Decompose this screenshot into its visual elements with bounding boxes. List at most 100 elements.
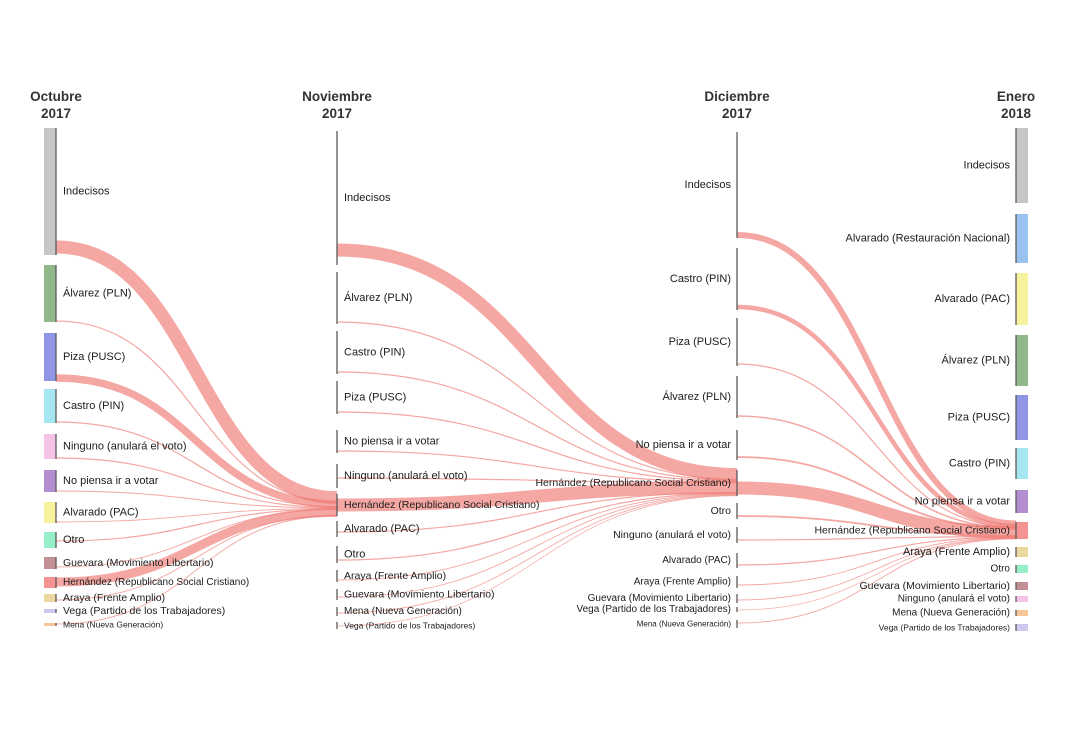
flow-ribbon-araya-to-hernandez (736, 537, 1017, 586)
node-bar-vega (1016, 624, 1028, 631)
node-label-guevara: Guevara (Movimiento Libertario) (63, 557, 214, 569)
node-bar-hernandez (44, 577, 56, 588)
flow-ribbon-alvarado_pac-to-hernandez (336, 491, 738, 533)
flow-ribbon-mena-to-hernandez (736, 538, 1017, 624)
node-label-no_piensa: No piensa ir a votar (636, 439, 732, 451)
column-header-line1: Noviembre (302, 89, 372, 104)
node-label-piza_pusc: Piza (PUSC) (344, 392, 406, 404)
node-label-vega: Vega (Partido de los Trabajadores) (879, 623, 1011, 633)
flow-ribbon-otro-to-hernandez (55, 508, 338, 542)
node-label-indecisos: Indecisos (344, 192, 391, 204)
node-label-vega: Vega (Partido de los Trabajadores) (576, 604, 731, 615)
flow-ribbon-castro_pin-to-hernandez (55, 421, 338, 508)
node-label-no_piensa: No piensa ir a votar (344, 436, 440, 448)
flow-ribbon-ninguno-to-hernandez (55, 457, 338, 508)
node-label-mena: Mena (Nueva Generación) (344, 606, 462, 617)
node-bar-otro (44, 532, 56, 548)
node-bar-ninguno (1016, 596, 1028, 602)
flow-ribbon-alvarez_pln-to-hernandez (336, 321, 738, 480)
node-label-araya: Araya (Frente Amplio) (634, 577, 731, 588)
node-label-alvarez_pln: Álvarez (PLN) (663, 390, 731, 403)
node-label-mena: Mena (Nueva Generación) (63, 620, 163, 630)
node-label-araya: Araya (Frente Amplio) (63, 592, 165, 604)
node-label-mena: Mena (Nueva Generación) (892, 608, 1010, 619)
node-label-ninguno: Ninguno (anulará el voto) (613, 529, 731, 541)
node-label-otro: Otro (711, 505, 732, 517)
node-bar-castro_pin (1016, 448, 1028, 479)
node-bar-mena (44, 623, 56, 626)
flow-ribbon-piza_pusc-to-hernandez (55, 374, 338, 508)
node-label-alvarado_rn: Alvarado (Restauración Nacional) (846, 233, 1010, 245)
node-label-otro: Otro (344, 549, 365, 561)
flow-ribbon-vega-to-hernandez (336, 495, 738, 627)
flow-ribbon-guevara-to-hernandez (736, 537, 1017, 601)
node-label-otro: Otro (991, 564, 1011, 575)
column-header-line2: 2017 (41, 106, 71, 121)
node-bar-castro_pin (44, 389, 56, 423)
node-label-alvarado_pac: Alvarado (PAC) (934, 293, 1010, 305)
flow-ribbon-hernandez-to-hernandez (55, 507, 338, 587)
node-label-araya: Araya (Frente Amplio) (903, 546, 1010, 558)
flow-ribbon-alvarez_pln-to-hernandez (736, 415, 1017, 529)
flow-ribbon-piza_pusc-to-hernandez (736, 363, 1017, 528)
node-bar-indecisos (44, 128, 56, 255)
node-label-alvarado_pac: Alvarado (PAC) (63, 507, 139, 519)
node-bar-araya (44, 594, 56, 602)
node-label-hernandez: Hernández (Republicano Social Cristiano) (63, 577, 249, 588)
node-label-hernandez: Hernández (Republicano Social Cristiano) (344, 499, 540, 511)
flow-ribbon-hernandez-to-hernandez (736, 481, 1017, 539)
node-label-piza_pusc: Piza (PUSC) (669, 336, 731, 348)
flow-ribbon-mena-to-hernandez (55, 515, 338, 625)
flow-ribbon-indecisos-to-hernandez (736, 232, 1017, 527)
column-header-line2: 2017 (322, 106, 352, 121)
flow-ribbon-piza_pusc-to-hernandez (336, 411, 738, 482)
flow-ribbon-castro_pin-to-hernandez (336, 371, 738, 481)
header-layer: Octubre 2017 Noviembre 2017 Diciembre 2017 Ene… (30, 89, 1035, 121)
node-bar-guevara (1016, 582, 1028, 590)
flow-ribbon-mena-to-hernandez (336, 494, 738, 614)
label-layer: Indecisos Álvarez (PLN) Piza (PUSC) Castro … (63, 160, 1010, 633)
flow-ribbon-otro-to-hernandez (736, 515, 1017, 537)
node-bar-ninguno (44, 434, 56, 459)
flow-ribbon-alvarez_pln-to-hernandez (55, 320, 338, 503)
node-label-vega: Vega (Partido de los Trabajadores) (63, 605, 225, 617)
node-label-piza_pusc: Piza (PUSC) (63, 351, 125, 363)
node-label-mena: Mena (Nueva Generación) (637, 620, 732, 629)
node-bar-vega (44, 609, 56, 613)
flow-ribbon-ninguno-to-hernandez (736, 535, 1017, 541)
node-label-alvarez_pln: Álvarez (PLN) (942, 354, 1010, 367)
flow-ribbon-no_piensa-to-hernandez (55, 490, 338, 509)
flow-ribbon-guevara-to-hernandez (336, 494, 738, 598)
node-label-araya: Araya (Frente Amplio) (344, 570, 446, 582)
node-label-castro_pin: Castro (PIN) (949, 458, 1010, 470)
flow-ribbon-hernandez-to-hernandez (336, 481, 738, 512)
node-label-castro_pin: Castro (PIN) (63, 400, 124, 412)
flow-ribbon-indecisos-to-hernandez (336, 243, 738, 481)
node-label-no_piensa: No piensa ir a votar (915, 496, 1011, 508)
node-label-piza_pusc: Piza (PUSC) (948, 412, 1010, 424)
node-bar-alvarez_pln (1016, 335, 1028, 386)
node-bar-no_piensa (44, 470, 56, 492)
node-label-indecisos: Indecisos (63, 186, 110, 198)
node-bar-alvarado_pac (44, 502, 56, 523)
node-label-guevara: Guevara (Movimiento Libertario) (588, 593, 731, 604)
node-bar-alvarez_pln (44, 265, 56, 322)
node-label-alvarado_pac: Alvarado (PAC) (662, 555, 731, 566)
node-bar-piza_pusc (1016, 395, 1028, 440)
flow-ribbon-otro-to-hernandez (336, 492, 738, 561)
node-bar-guevara (44, 557, 56, 569)
flow-ribbon-araya-to-hernandez (55, 514, 338, 601)
node-bar-alvarado_pac (1016, 273, 1028, 325)
node-label-otro: Otro (63, 534, 84, 546)
column-header-line1: Diciembre (704, 89, 770, 104)
flow-ribbon-araya-to-hernandez (336, 493, 738, 581)
flow-ribbon-vega-to-hernandez (736, 538, 1017, 611)
node-bar-piza_pusc (44, 333, 56, 381)
column-header-line1: Enero (997, 89, 1035, 104)
node-label-hernandez: Hernández (Republicano Social Cristiano) (814, 525, 1010, 537)
node-label-guevara: Guevara (Movimiento Libertario) (859, 580, 1010, 592)
flow-layer (55, 232, 1017, 627)
flow-ribbon-alvarado_pac-to-hernandez (55, 508, 338, 523)
